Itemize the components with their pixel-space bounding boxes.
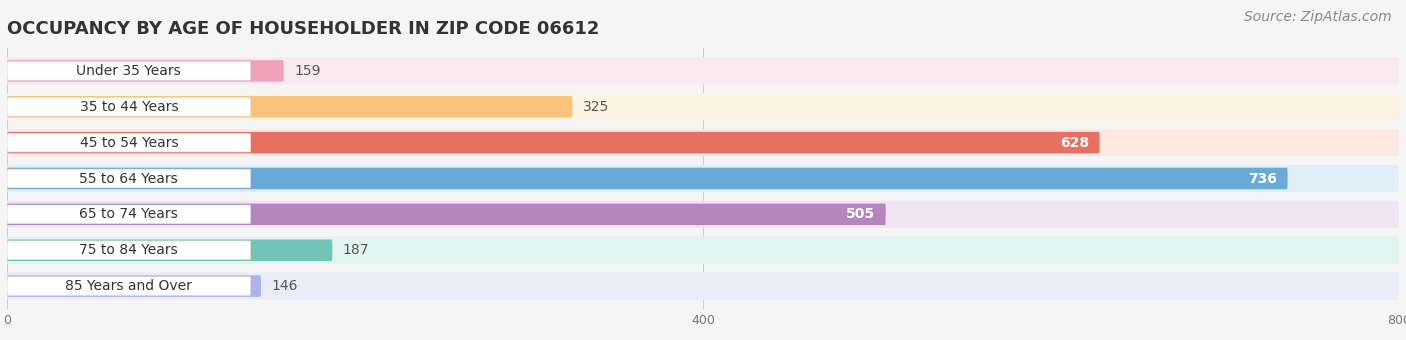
FancyBboxPatch shape (7, 275, 262, 297)
FancyBboxPatch shape (7, 62, 250, 80)
Text: 736: 736 (1249, 171, 1277, 186)
FancyBboxPatch shape (7, 129, 1399, 156)
FancyBboxPatch shape (7, 239, 332, 261)
FancyBboxPatch shape (7, 60, 284, 82)
FancyBboxPatch shape (7, 57, 1399, 85)
Text: Source: ZipAtlas.com: Source: ZipAtlas.com (1244, 10, 1392, 24)
Text: 628: 628 (1060, 136, 1090, 150)
Text: OCCUPANCY BY AGE OF HOUSEHOLDER IN ZIP CODE 06612: OCCUPANCY BY AGE OF HOUSEHOLDER IN ZIP C… (7, 20, 599, 38)
Text: 55 to 64 Years: 55 to 64 Years (80, 171, 179, 186)
Text: 505: 505 (846, 207, 876, 221)
Text: 45 to 54 Years: 45 to 54 Years (80, 136, 179, 150)
FancyBboxPatch shape (7, 165, 1399, 192)
Text: 159: 159 (294, 64, 321, 78)
Text: 65 to 74 Years: 65 to 74 Years (80, 207, 179, 221)
Text: 187: 187 (343, 243, 370, 257)
FancyBboxPatch shape (7, 237, 1399, 264)
FancyBboxPatch shape (7, 133, 250, 152)
FancyBboxPatch shape (7, 277, 250, 295)
FancyBboxPatch shape (7, 201, 1399, 228)
Text: 85 Years and Over: 85 Years and Over (66, 279, 193, 293)
FancyBboxPatch shape (7, 96, 572, 118)
FancyBboxPatch shape (7, 93, 1399, 120)
FancyBboxPatch shape (7, 168, 1288, 189)
Text: 75 to 84 Years: 75 to 84 Years (80, 243, 179, 257)
FancyBboxPatch shape (7, 98, 250, 116)
FancyBboxPatch shape (7, 205, 250, 224)
FancyBboxPatch shape (7, 204, 886, 225)
FancyBboxPatch shape (7, 132, 1099, 153)
Text: Under 35 Years: Under 35 Years (76, 64, 181, 78)
FancyBboxPatch shape (7, 169, 250, 188)
FancyBboxPatch shape (7, 241, 250, 259)
Text: 35 to 44 Years: 35 to 44 Years (80, 100, 179, 114)
FancyBboxPatch shape (7, 272, 1399, 300)
Text: 325: 325 (583, 100, 609, 114)
Text: 146: 146 (271, 279, 298, 293)
